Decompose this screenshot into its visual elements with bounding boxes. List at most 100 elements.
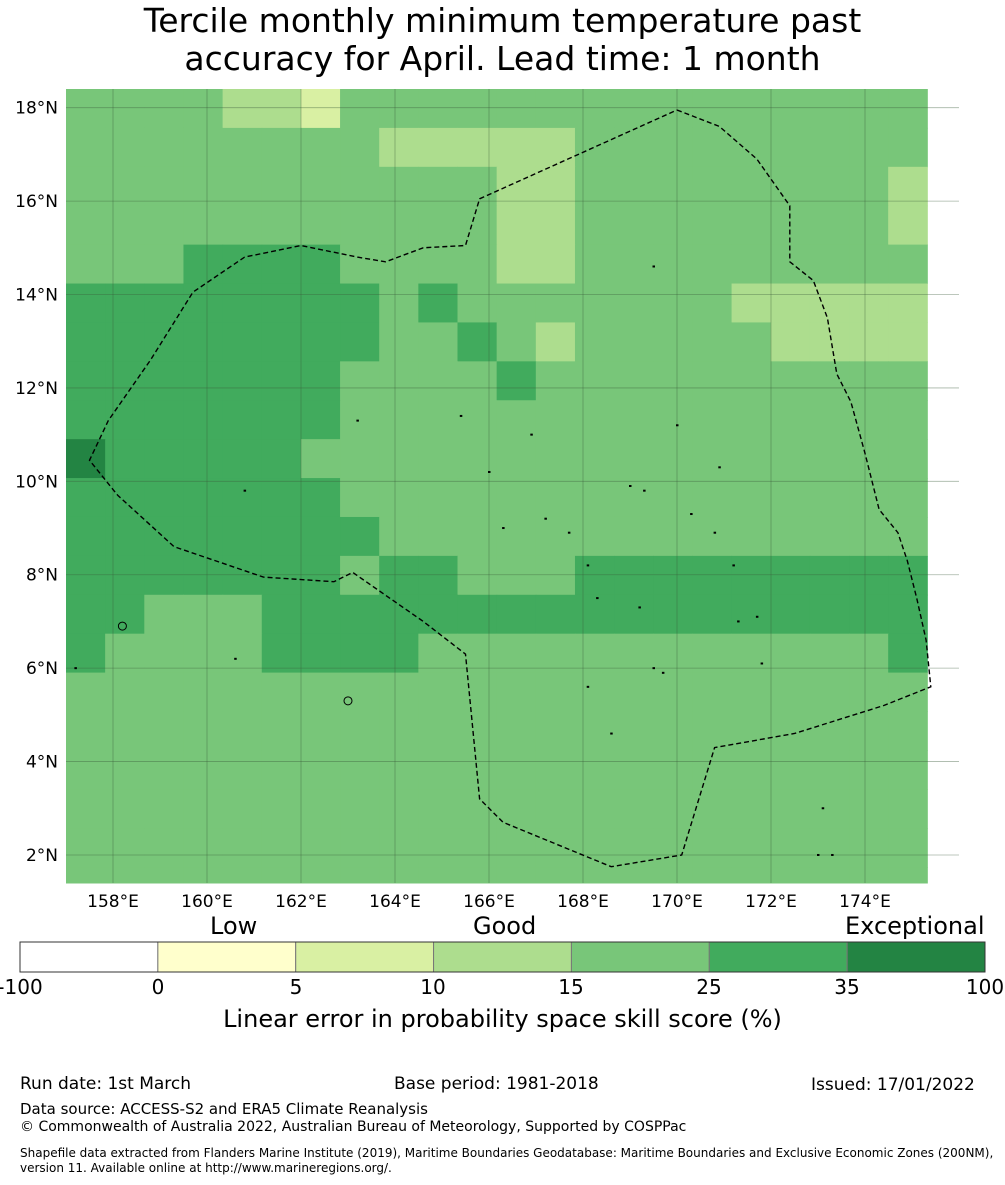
grid-cell	[66, 594, 106, 635]
island	[737, 620, 740, 623]
lon-tick-label: 172°E	[745, 892, 797, 912]
grid-cell	[849, 516, 889, 557]
grid-cell	[574, 828, 615, 868]
grid-cell	[653, 322, 693, 362]
grid-cell	[535, 166, 576, 207]
grid-cell	[183, 127, 224, 168]
grid-cell	[653, 127, 693, 168]
island-outlines	[74, 265, 834, 856]
colorbar-tick: 10	[420, 975, 446, 999]
grid-cell	[457, 828, 498, 868]
grid-cell	[614, 672, 654, 712]
lat-tick-label: 16°N	[15, 192, 58, 212]
island	[638, 606, 641, 609]
island	[821, 807, 825, 810]
grid-cell	[105, 127, 145, 168]
grid-cell	[496, 439, 537, 479]
grid-cell	[105, 439, 145, 479]
grid-cell	[418, 244, 459, 285]
grid-cell	[888, 633, 928, 674]
grid-cell	[144, 555, 184, 596]
grid-cell	[731, 283, 772, 323]
grid-cell	[770, 750, 811, 790]
grid-cell	[888, 244, 928, 285]
grid-cell	[849, 361, 889, 401]
grid-cell	[653, 361, 693, 401]
grid-cell	[731, 244, 772, 285]
grid-cell	[418, 205, 459, 246]
grid-cell	[379, 516, 419, 557]
grid-cell	[261, 633, 302, 674]
island	[629, 485, 632, 487]
grid-cell	[457, 711, 498, 751]
grid-cell	[496, 633, 537, 674]
lat-tick-label: 18°N	[15, 99, 58, 119]
grid-cell	[340, 867, 380, 884]
grid-cell	[144, 789, 184, 829]
grid-cell	[653, 750, 693, 790]
grid-cell	[653, 516, 693, 557]
grid-cell	[653, 166, 693, 207]
grid-cell	[653, 828, 693, 868]
grid-cell	[770, 166, 811, 207]
grid-cell	[105, 672, 145, 712]
grid-cell	[340, 361, 380, 401]
grid-cell	[888, 439, 928, 479]
grid-cell	[574, 166, 615, 207]
run-date: Run date: 1st March	[20, 1074, 192, 1094]
grid-cell	[105, 594, 145, 635]
grid-cell	[183, 867, 224, 884]
grid-cell	[653, 283, 693, 323]
grid-cell	[496, 867, 537, 884]
title-line-2: accuracy for April. Lead time: 1 month	[184, 39, 821, 78]
grid-cell	[144, 672, 184, 712]
grid-cell	[222, 867, 263, 884]
grid-cell	[418, 400, 459, 440]
grid-cell	[614, 361, 654, 401]
island	[596, 597, 599, 600]
grid-cell	[496, 555, 537, 596]
grid-cell	[614, 789, 654, 829]
grid-cell	[574, 127, 615, 168]
grid-cell	[66, 205, 106, 246]
grid-cell	[653, 867, 693, 884]
grid-cell	[535, 750, 576, 790]
grid-cell	[105, 711, 145, 751]
grid-cell	[222, 789, 263, 829]
grid-cell	[418, 283, 459, 323]
grid-cell	[379, 478, 419, 518]
grid-cell	[105, 205, 145, 246]
grid-cell	[457, 244, 498, 285]
grid-cell	[574, 711, 615, 751]
grid-cell	[261, 789, 302, 829]
island	[502, 527, 505, 530]
grid-cell	[535, 127, 576, 168]
grid-cell	[222, 478, 263, 518]
grid-cell	[535, 555, 576, 596]
grid-cell	[770, 322, 811, 362]
grid-cell	[535, 516, 576, 557]
grid-cell	[535, 828, 576, 868]
grid-cell	[888, 594, 928, 635]
island	[817, 853, 820, 856]
island	[586, 685, 590, 688]
grid-cell	[692, 867, 733, 884]
grid-cell	[614, 555, 654, 596]
island	[530, 433, 533, 436]
lon-tick-label: 174°E	[839, 892, 891, 912]
lat-tick-label: 6°N	[26, 659, 58, 679]
island	[755, 615, 759, 618]
grid-cell	[888, 711, 928, 751]
grid-cell	[222, 555, 263, 596]
grid-cell	[535, 439, 576, 479]
grid-cell	[183, 478, 224, 518]
grid-cell	[144, 361, 184, 401]
grid-cell	[144, 205, 184, 246]
grid-cell	[379, 750, 419, 790]
grid-cell	[770, 127, 811, 168]
island	[643, 489, 646, 492]
grid-cell	[261, 439, 302, 479]
grid-cell	[849, 828, 889, 868]
lon-tick-label: 170°E	[651, 892, 703, 912]
grid-cell	[379, 867, 419, 884]
